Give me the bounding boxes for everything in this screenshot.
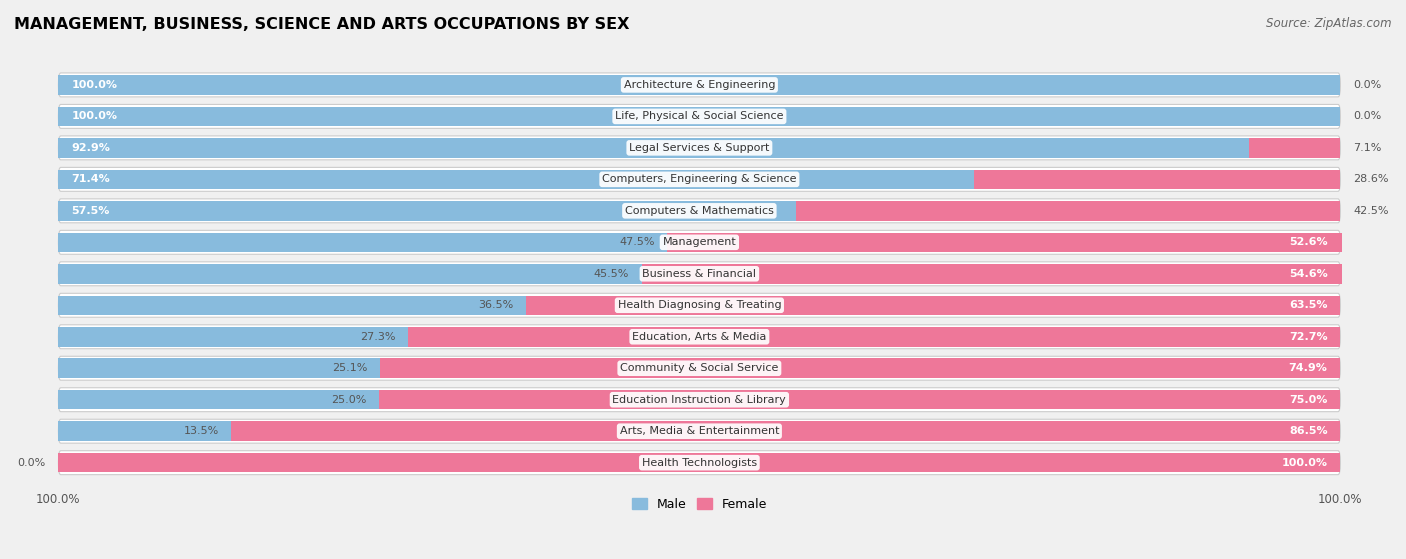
Bar [59, 75, 1340, 94]
Bar [1250, 138, 1340, 158]
Text: Source: ZipAtlas.com: Source: ZipAtlas.com [1267, 17, 1392, 30]
Text: 42.5%: 42.5% [1353, 206, 1389, 216]
FancyBboxPatch shape [59, 451, 1340, 475]
Text: 71.4%: 71.4% [72, 174, 110, 184]
Bar [408, 327, 1340, 347]
Text: 54.6%: 54.6% [1289, 269, 1327, 279]
Text: 0.0%: 0.0% [17, 458, 45, 468]
Bar [59, 296, 526, 315]
Text: 45.5%: 45.5% [593, 269, 628, 279]
Bar [59, 201, 796, 221]
FancyBboxPatch shape [59, 419, 1340, 443]
Text: Education Instruction & Library: Education Instruction & Library [613, 395, 786, 405]
Bar [974, 169, 1340, 189]
Text: 47.5%: 47.5% [619, 238, 655, 247]
Bar [796, 201, 1340, 221]
Text: Education, Arts & Media: Education, Arts & Media [633, 331, 766, 342]
Text: 86.5%: 86.5% [1289, 426, 1327, 436]
FancyBboxPatch shape [59, 293, 1340, 318]
Text: Computers & Mathematics: Computers & Mathematics [624, 206, 773, 216]
FancyBboxPatch shape [59, 356, 1340, 380]
FancyBboxPatch shape [59, 262, 1340, 286]
Text: 36.5%: 36.5% [478, 300, 513, 310]
Text: 13.5%: 13.5% [183, 426, 219, 436]
Text: Community & Social Service: Community & Social Service [620, 363, 779, 373]
Text: Computers, Engineering & Science: Computers, Engineering & Science [602, 174, 797, 184]
Bar [59, 169, 974, 189]
Text: 100.0%: 100.0% [72, 111, 117, 121]
Text: 25.0%: 25.0% [330, 395, 366, 405]
Bar [59, 358, 380, 378]
FancyBboxPatch shape [59, 167, 1340, 191]
FancyBboxPatch shape [59, 73, 1340, 97]
Text: Management: Management [662, 238, 737, 247]
Bar [59, 264, 641, 283]
Bar [59, 327, 408, 347]
Text: 92.9%: 92.9% [72, 143, 110, 153]
FancyBboxPatch shape [59, 136, 1340, 160]
FancyBboxPatch shape [59, 230, 1340, 254]
Text: 100.0%: 100.0% [72, 80, 117, 90]
Bar [641, 264, 1341, 283]
Text: 57.5%: 57.5% [72, 206, 110, 216]
Text: 63.5%: 63.5% [1289, 300, 1327, 310]
Bar [59, 390, 378, 410]
Text: 25.1%: 25.1% [332, 363, 367, 373]
Text: 74.9%: 74.9% [1289, 363, 1327, 373]
Text: 0.0%: 0.0% [1353, 111, 1382, 121]
Bar [59, 421, 232, 441]
Text: Legal Services & Support: Legal Services & Support [630, 143, 769, 153]
Text: Arts, Media & Entertainment: Arts, Media & Entertainment [620, 426, 779, 436]
Bar [59, 138, 1250, 158]
Text: 28.6%: 28.6% [1353, 174, 1389, 184]
Text: Business & Financial: Business & Financial [643, 269, 756, 279]
Bar [378, 390, 1340, 410]
Text: Health Diagnosing & Treating: Health Diagnosing & Treating [617, 300, 782, 310]
Bar [232, 421, 1340, 441]
Bar [668, 233, 1341, 252]
Text: 72.7%: 72.7% [1289, 331, 1327, 342]
Text: MANAGEMENT, BUSINESS, SCIENCE AND ARTS OCCUPATIONS BY SEX: MANAGEMENT, BUSINESS, SCIENCE AND ARTS O… [14, 17, 630, 32]
Bar [59, 233, 668, 252]
Text: 27.3%: 27.3% [360, 331, 395, 342]
Text: Health Technologists: Health Technologists [641, 458, 756, 468]
Text: Life, Physical & Social Science: Life, Physical & Social Science [614, 111, 783, 121]
Bar [59, 107, 1340, 126]
FancyBboxPatch shape [59, 199, 1340, 223]
Bar [526, 296, 1340, 315]
Text: 52.6%: 52.6% [1289, 238, 1327, 247]
FancyBboxPatch shape [59, 388, 1340, 411]
Bar [380, 358, 1340, 378]
Text: 7.1%: 7.1% [1353, 143, 1382, 153]
Text: Architecture & Engineering: Architecture & Engineering [624, 80, 775, 90]
FancyBboxPatch shape [59, 325, 1340, 349]
Legend: Male, Female: Male, Female [627, 493, 772, 516]
Text: 0.0%: 0.0% [1353, 80, 1382, 90]
Text: 100.0%: 100.0% [1281, 458, 1327, 468]
Bar [59, 453, 1340, 472]
FancyBboxPatch shape [59, 105, 1340, 129]
Text: 75.0%: 75.0% [1289, 395, 1327, 405]
